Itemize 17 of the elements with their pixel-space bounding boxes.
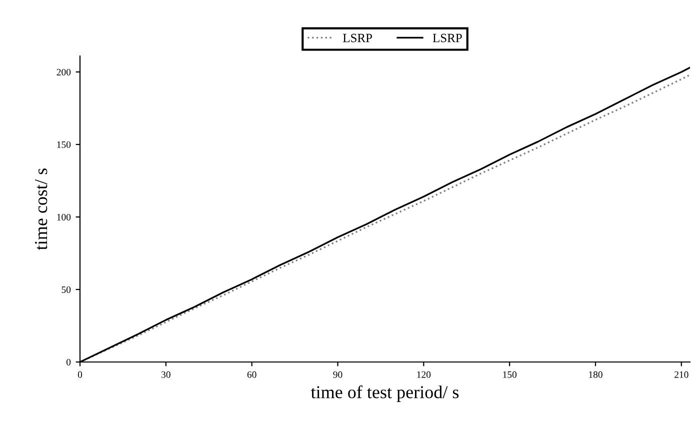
y-axis-title: time cost/ s [35, 168, 48, 250]
y-tick-label: 100 [57, 214, 71, 220]
y-tick-label: 150 [57, 141, 71, 148]
x-tick-label: 120 [417, 371, 431, 378]
x-tick-label: 150 [503, 371, 516, 378]
x-tick-label: 210 [674, 371, 688, 378]
y-tick-label: 0 [66, 358, 71, 366]
y-tick-label: 50 [62, 286, 71, 293]
x-tick-label: 180 [589, 371, 602, 378]
legend-label: LSRP [432, 34, 462, 42]
y-tick-label: 200 [56, 68, 71, 76]
x-tick-label: 30 [162, 371, 170, 378]
x-axis-title: time of test period/ s [310, 385, 459, 402]
x-tick-label: 90 [333, 371, 342, 378]
x-tick-label: 60 [247, 371, 256, 378]
legend-label: LSRP [342, 34, 372, 42]
x-tick-label: 0 [78, 371, 82, 378]
